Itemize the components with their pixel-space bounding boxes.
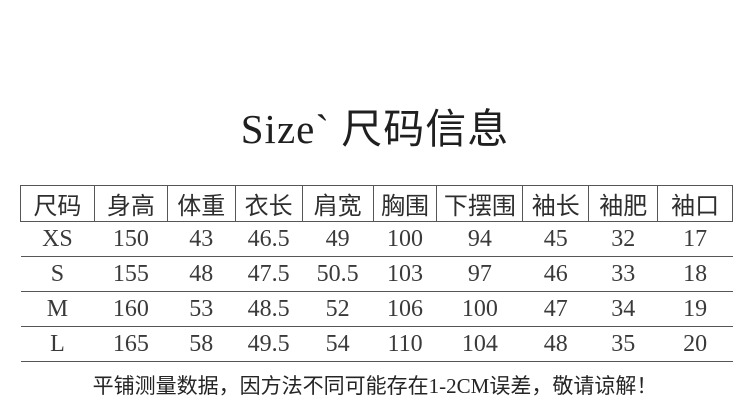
table-cell: 103: [373, 256, 437, 292]
table-cell: 46.5: [235, 221, 303, 257]
table-cell: 35: [588, 326, 658, 362]
table-cell: 49: [302, 221, 374, 257]
table-cell: 160: [94, 291, 168, 327]
table-cell: 104: [436, 326, 523, 362]
table-cell: 50.5: [302, 256, 374, 292]
header-cell-garment-length: 衣长: [234, 185, 303, 222]
table-cell: 46: [522, 256, 589, 292]
table-cell: 97: [436, 256, 523, 292]
table-cell: 48.5: [235, 291, 303, 327]
size-table-row-l: L 165 58 49.5 54 110 104 48 35 20: [20, 326, 733, 362]
header-cell-cuff: 袖口: [657, 185, 733, 222]
table-cell: 165: [94, 326, 168, 362]
size-table-row-xs: XS 150 43 46.5 49 100 94 45 32 17: [20, 221, 733, 257]
table-cell: 53: [167, 291, 236, 327]
size-table-row-s: S 155 48 47.5 50.5 103 97 46 33 18: [20, 256, 733, 292]
table-cell: 106: [373, 291, 437, 327]
table-cell: 100: [373, 221, 437, 257]
table-cell: XS: [20, 221, 95, 257]
table-cell: 17: [657, 221, 733, 257]
table-cell: 48: [522, 326, 589, 362]
header-cell-hem: 下摆围: [436, 185, 524, 222]
page-title: Size` 尺码信息: [240, 106, 510, 152]
header-cell-sleeve-width: 袖肥: [588, 185, 659, 222]
header-cell-height: 身高: [93, 185, 168, 222]
header-cell-bust: 胸围: [372, 185, 438, 222]
table-cell: 20: [657, 326, 733, 362]
table-cell: 49.5: [235, 326, 303, 362]
table-cell: 58: [167, 326, 236, 362]
table-cell: L: [20, 326, 95, 362]
table-cell: 18: [657, 256, 733, 292]
table-cell: 47: [522, 291, 589, 327]
table-cell: 45: [522, 221, 589, 257]
table-cell: 19: [657, 291, 733, 327]
table-cell: 54: [302, 326, 374, 362]
table-cell: 110: [373, 326, 437, 362]
table-cell: 33: [588, 256, 658, 292]
table-cell: 32: [588, 221, 658, 257]
table-cell: M: [20, 291, 95, 327]
header-cell-sleeve-length: 袖长: [522, 185, 590, 222]
size-table-header-row: 尺码 身高 体重 衣长 肩宽 胸围 下摆围 袖长 袖肥 袖口: [20, 185, 733, 222]
size-table: 尺码 身高 体重 衣长 肩宽 胸围 下摆围 袖长 袖肥 袖口 XS 150 43…: [20, 185, 733, 362]
table-cell: 43: [167, 221, 236, 257]
header-cell-size: 尺码: [20, 185, 95, 222]
table-cell: 94: [436, 221, 523, 257]
table-cell: 34: [588, 291, 658, 327]
table-cell: S: [20, 256, 95, 292]
table-cell: 48: [167, 256, 236, 292]
header-cell-weight: 体重: [166, 185, 236, 222]
measurement-disclaimer: 平铺测量数据，因方法不同可能存在1-2CM误差，敬请谅解！: [92, 374, 658, 398]
table-cell: 150: [94, 221, 168, 257]
table-cell: 155: [94, 256, 168, 292]
table-cell: 47.5: [235, 256, 303, 292]
table-cell: 100: [436, 291, 523, 327]
size-table-row-m: M 160 53 48.5 52 106 100 47 34 19: [20, 291, 733, 327]
table-cell: 52: [302, 291, 374, 327]
header-cell-shoulder-width: 肩宽: [301, 185, 374, 222]
